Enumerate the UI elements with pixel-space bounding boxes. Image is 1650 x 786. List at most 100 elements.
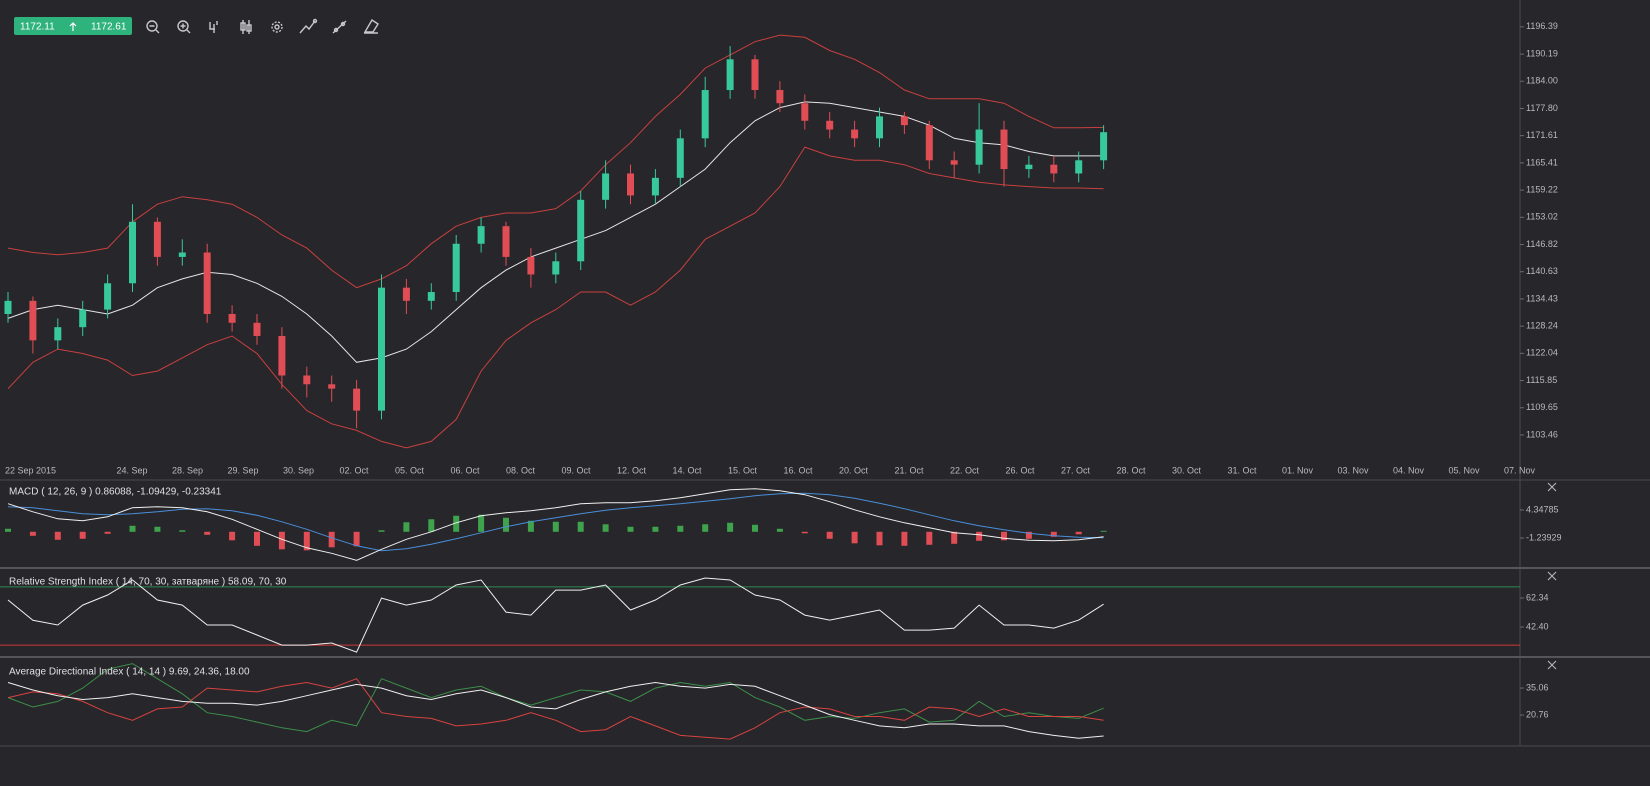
indicator-title: MACD ( 12, 26, 9 ) 0.86088, -1.09429, -0… <box>9 487 222 498</box>
y-tick-label: 1153.02 <box>1526 212 1558 222</box>
y-tick-label: 1115.85 <box>1526 375 1557 385</box>
x-tick-label: 04. Nov <box>1393 465 1425 475</box>
histogram-bar <box>229 531 236 541</box>
x-tick-label: 07. Nov <box>1504 465 1536 475</box>
y-tick-label: 1184.00 <box>1526 76 1558 86</box>
y-tick-label: 1177.80 <box>1526 103 1558 113</box>
close-panel-button[interactable] <box>1547 660 1557 670</box>
candle-body <box>801 103 809 121</box>
bollinger-band <box>7 146 1104 449</box>
candle-body <box>29 300 37 341</box>
x-tick-label: 22. Oct <box>950 465 980 475</box>
histogram-bar <box>179 530 186 532</box>
candle-body <box>602 173 610 200</box>
x-tick-label: 31. Oct <box>1227 465 1257 475</box>
histogram-bar <box>204 531 211 535</box>
histogram-bar <box>801 531 808 534</box>
eraser-button[interactable] <box>363 19 379 34</box>
candle-body <box>153 221 161 257</box>
x-tick-label: 15. Oct <box>728 465 758 475</box>
x-tick-label: 02. Oct <box>339 465 369 475</box>
x-tick-label: 30. Oct <box>1172 465 1202 475</box>
histogram-bar <box>154 526 161 532</box>
x-tick-label: 24. Sep <box>116 465 147 475</box>
histogram-bar <box>378 530 385 532</box>
x-tick-label: 27. Oct <box>1061 465 1091 475</box>
candle-body <box>776 90 784 104</box>
indicators-button[interactable] <box>299 18 318 34</box>
candle-body <box>627 173 634 196</box>
indicator-title: Average Directional Index ( 14, 14 ) 9.6… <box>9 667 250 678</box>
x-tick-label: 12. Oct <box>617 465 647 475</box>
histogram-bar <box>727 522 734 532</box>
drawing-button[interactable] <box>332 20 347 34</box>
x-tick-label: 28. Oct <box>1116 465 1146 475</box>
x-tick-label: 28. Sep <box>172 465 203 475</box>
candle-body <box>4 300 12 315</box>
candle-body <box>353 388 361 411</box>
close-panel-button[interactable] <box>1547 482 1557 492</box>
y-tick-label: 1122.04 <box>1526 348 1558 358</box>
y-tick-label: 1140.63 <box>1526 266 1558 276</box>
candle-body <box>278 335 286 376</box>
histogram-bar <box>303 531 310 551</box>
bollinger-band <box>7 101 1104 363</box>
indicator-title: Relative Strength Index ( 14, 70, 30, за… <box>9 577 287 588</box>
histogram-bar <box>1050 531 1057 537</box>
x-tick-label: 06. Oct <box>450 465 480 475</box>
histogram-bar <box>1025 531 1032 539</box>
histogram-bar <box>503 517 509 532</box>
candle-body <box>726 59 734 91</box>
candle-body <box>54 327 62 341</box>
histogram-bar <box>851 531 858 544</box>
candle-body <box>701 90 709 139</box>
timeframe-button[interactable] <box>209 21 218 33</box>
x-tick-label: 01. Nov <box>1282 465 1314 475</box>
settings-button[interactable] <box>271 21 283 33</box>
histogram-bar <box>54 531 61 540</box>
y-tick-label: 1109.65 <box>1526 402 1558 412</box>
candle-body <box>502 226 510 257</box>
x-tick-label: 08. Oct <box>506 465 536 475</box>
x-tick-label: 09. Oct <box>561 465 591 475</box>
arrow-up-icon <box>69 22 77 31</box>
histogram-bar <box>254 531 260 546</box>
x-tick-label: 29. Sep <box>227 465 258 475</box>
ask-price: 1172.61 <box>91 22 127 33</box>
histogram-bar <box>976 531 983 541</box>
candle-body <box>651 177 659 196</box>
y-tick-label: -1.23929 <box>1526 532 1562 542</box>
zoom-out-button[interactable] <box>146 20 160 34</box>
x-tick-label: 05. Oct <box>395 465 425 475</box>
candle-body <box>1050 164 1058 174</box>
histogram-bar <box>577 521 584 532</box>
candle-body <box>402 287 410 301</box>
candle-body <box>950 160 958 165</box>
indicator-line <box>7 678 1104 740</box>
candle-body <box>452 243 460 293</box>
candle-body <box>577 199 585 262</box>
x-tick-label: 14. Oct <box>672 465 702 475</box>
histogram-bar <box>677 525 684 532</box>
histogram-bar <box>5 528 11 532</box>
candle-body <box>203 252 211 315</box>
candle-body <box>826 120 834 130</box>
histogram-bar <box>1100 530 1107 532</box>
candle-body <box>303 375 311 385</box>
candle-body <box>228 314 236 323</box>
y-tick-label: 1165.41 <box>1526 157 1558 167</box>
candle-body <box>1000 129 1008 170</box>
histogram-bar <box>627 526 634 532</box>
candle-body <box>552 261 560 275</box>
zoom-in-button[interactable] <box>177 20 191 34</box>
candle-body <box>129 221 136 284</box>
candle-body <box>79 309 87 328</box>
indicator-line <box>7 488 1104 561</box>
close-panel-button[interactable] <box>1547 571 1557 581</box>
histogram-bar <box>951 531 958 544</box>
histogram-bar <box>29 531 36 536</box>
x-tick-label: 05. Nov <box>1448 465 1480 475</box>
histogram-bar <box>453 515 460 532</box>
chart-type-button[interactable] <box>240 20 252 34</box>
histogram-bar <box>926 531 933 545</box>
